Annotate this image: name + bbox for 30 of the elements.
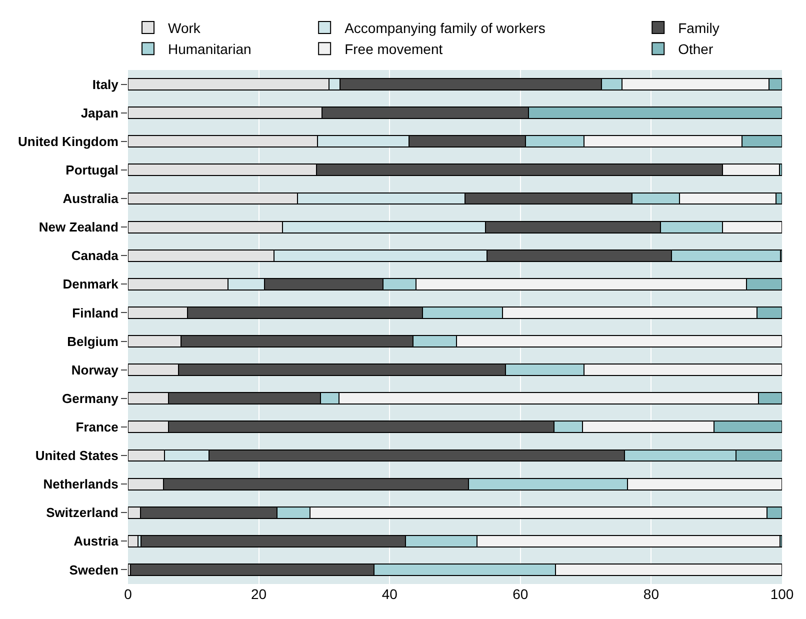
y-tick-label: France bbox=[76, 419, 118, 434]
y-tick-label: United Kingdom bbox=[18, 134, 118, 149]
legend-label: Other bbox=[678, 41, 714, 58]
legend-label: Free movement bbox=[344, 41, 443, 58]
y-tick-label: Denmark bbox=[62, 276, 120, 292]
y-tick-label: Norway bbox=[71, 362, 120, 378]
y-tick-label: Netherlands bbox=[43, 476, 118, 492]
y-tick-label: Germany bbox=[62, 390, 120, 406]
y-tick-label: Sweden bbox=[69, 562, 118, 578]
x-tick-label: 40 bbox=[382, 586, 398, 602]
y-tick-label: Italy bbox=[92, 76, 120, 92]
x-tick-label: 100 bbox=[770, 586, 794, 602]
x-tick-label: 0 bbox=[124, 586, 132, 602]
y-tick-label: Austria bbox=[74, 534, 120, 549]
y-tick-label: Australia bbox=[62, 191, 120, 206]
y-tick-label: Belgium bbox=[67, 334, 118, 349]
y-tick-label: New Zealand bbox=[38, 220, 118, 235]
y-tick-label: Canada bbox=[71, 248, 120, 264]
x-tick-label: 60 bbox=[512, 586, 528, 602]
legend-label: Accompanying family of workers bbox=[344, 20, 546, 36]
x-tick-label: 80 bbox=[643, 586, 660, 602]
y-tick-label: Switzerland bbox=[46, 505, 118, 520]
legend-label: Family bbox=[678, 20, 720, 36]
y-tick-label: Portugal bbox=[66, 162, 118, 178]
y-tick-label: Finland bbox=[72, 305, 118, 320]
y-tick-label: United States bbox=[35, 448, 118, 464]
x-tick-label: 20 bbox=[251, 586, 267, 602]
legend-label: Humanitarian bbox=[168, 41, 252, 58]
y-tick-label: Japan bbox=[80, 105, 118, 120]
legend-label: Work bbox=[168, 20, 202, 36]
